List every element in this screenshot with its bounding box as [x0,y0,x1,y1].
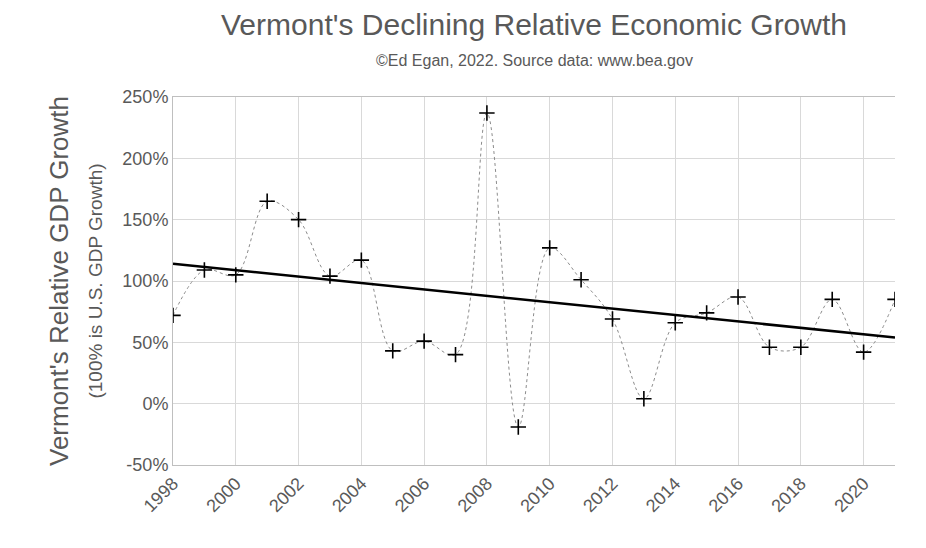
svg-text:Vermont's Declining Relative E: Vermont's Declining Relative Economic Gr… [221,8,847,41]
svg-text:2002: 2002 [265,474,307,516]
svg-text:2020: 2020 [830,474,872,516]
svg-text:150%: 150% [122,210,168,230]
svg-text:100%: 100% [122,271,168,291]
svg-text:2008: 2008 [454,474,496,516]
svg-text:2006: 2006 [391,474,433,516]
svg-text:2004: 2004 [328,474,370,516]
svg-text:200%: 200% [122,149,168,169]
svg-text:Vermont's Relative GDP Growth(: Vermont's Relative GDP Growth(100% is U.… [44,96,106,466]
svg-text:1998: 1998 [140,474,182,516]
svg-text:2012: 2012 [579,474,621,516]
svg-text:2016: 2016 [705,474,747,516]
svg-text:0%: 0% [142,394,168,414]
svg-text:250%: 250% [122,87,168,107]
svg-text:2018: 2018 [768,474,810,516]
svg-text:2000: 2000 [203,474,245,516]
svg-text:©Ed Egan, 2022. Source data: w: ©Ed Egan, 2022. Source data: www.bea.gov [376,52,693,69]
svg-text:50%: 50% [132,333,168,353]
svg-text:2010: 2010 [516,474,558,516]
svg-text:-50%: -50% [126,455,168,475]
svg-text:2014: 2014 [642,474,684,516]
